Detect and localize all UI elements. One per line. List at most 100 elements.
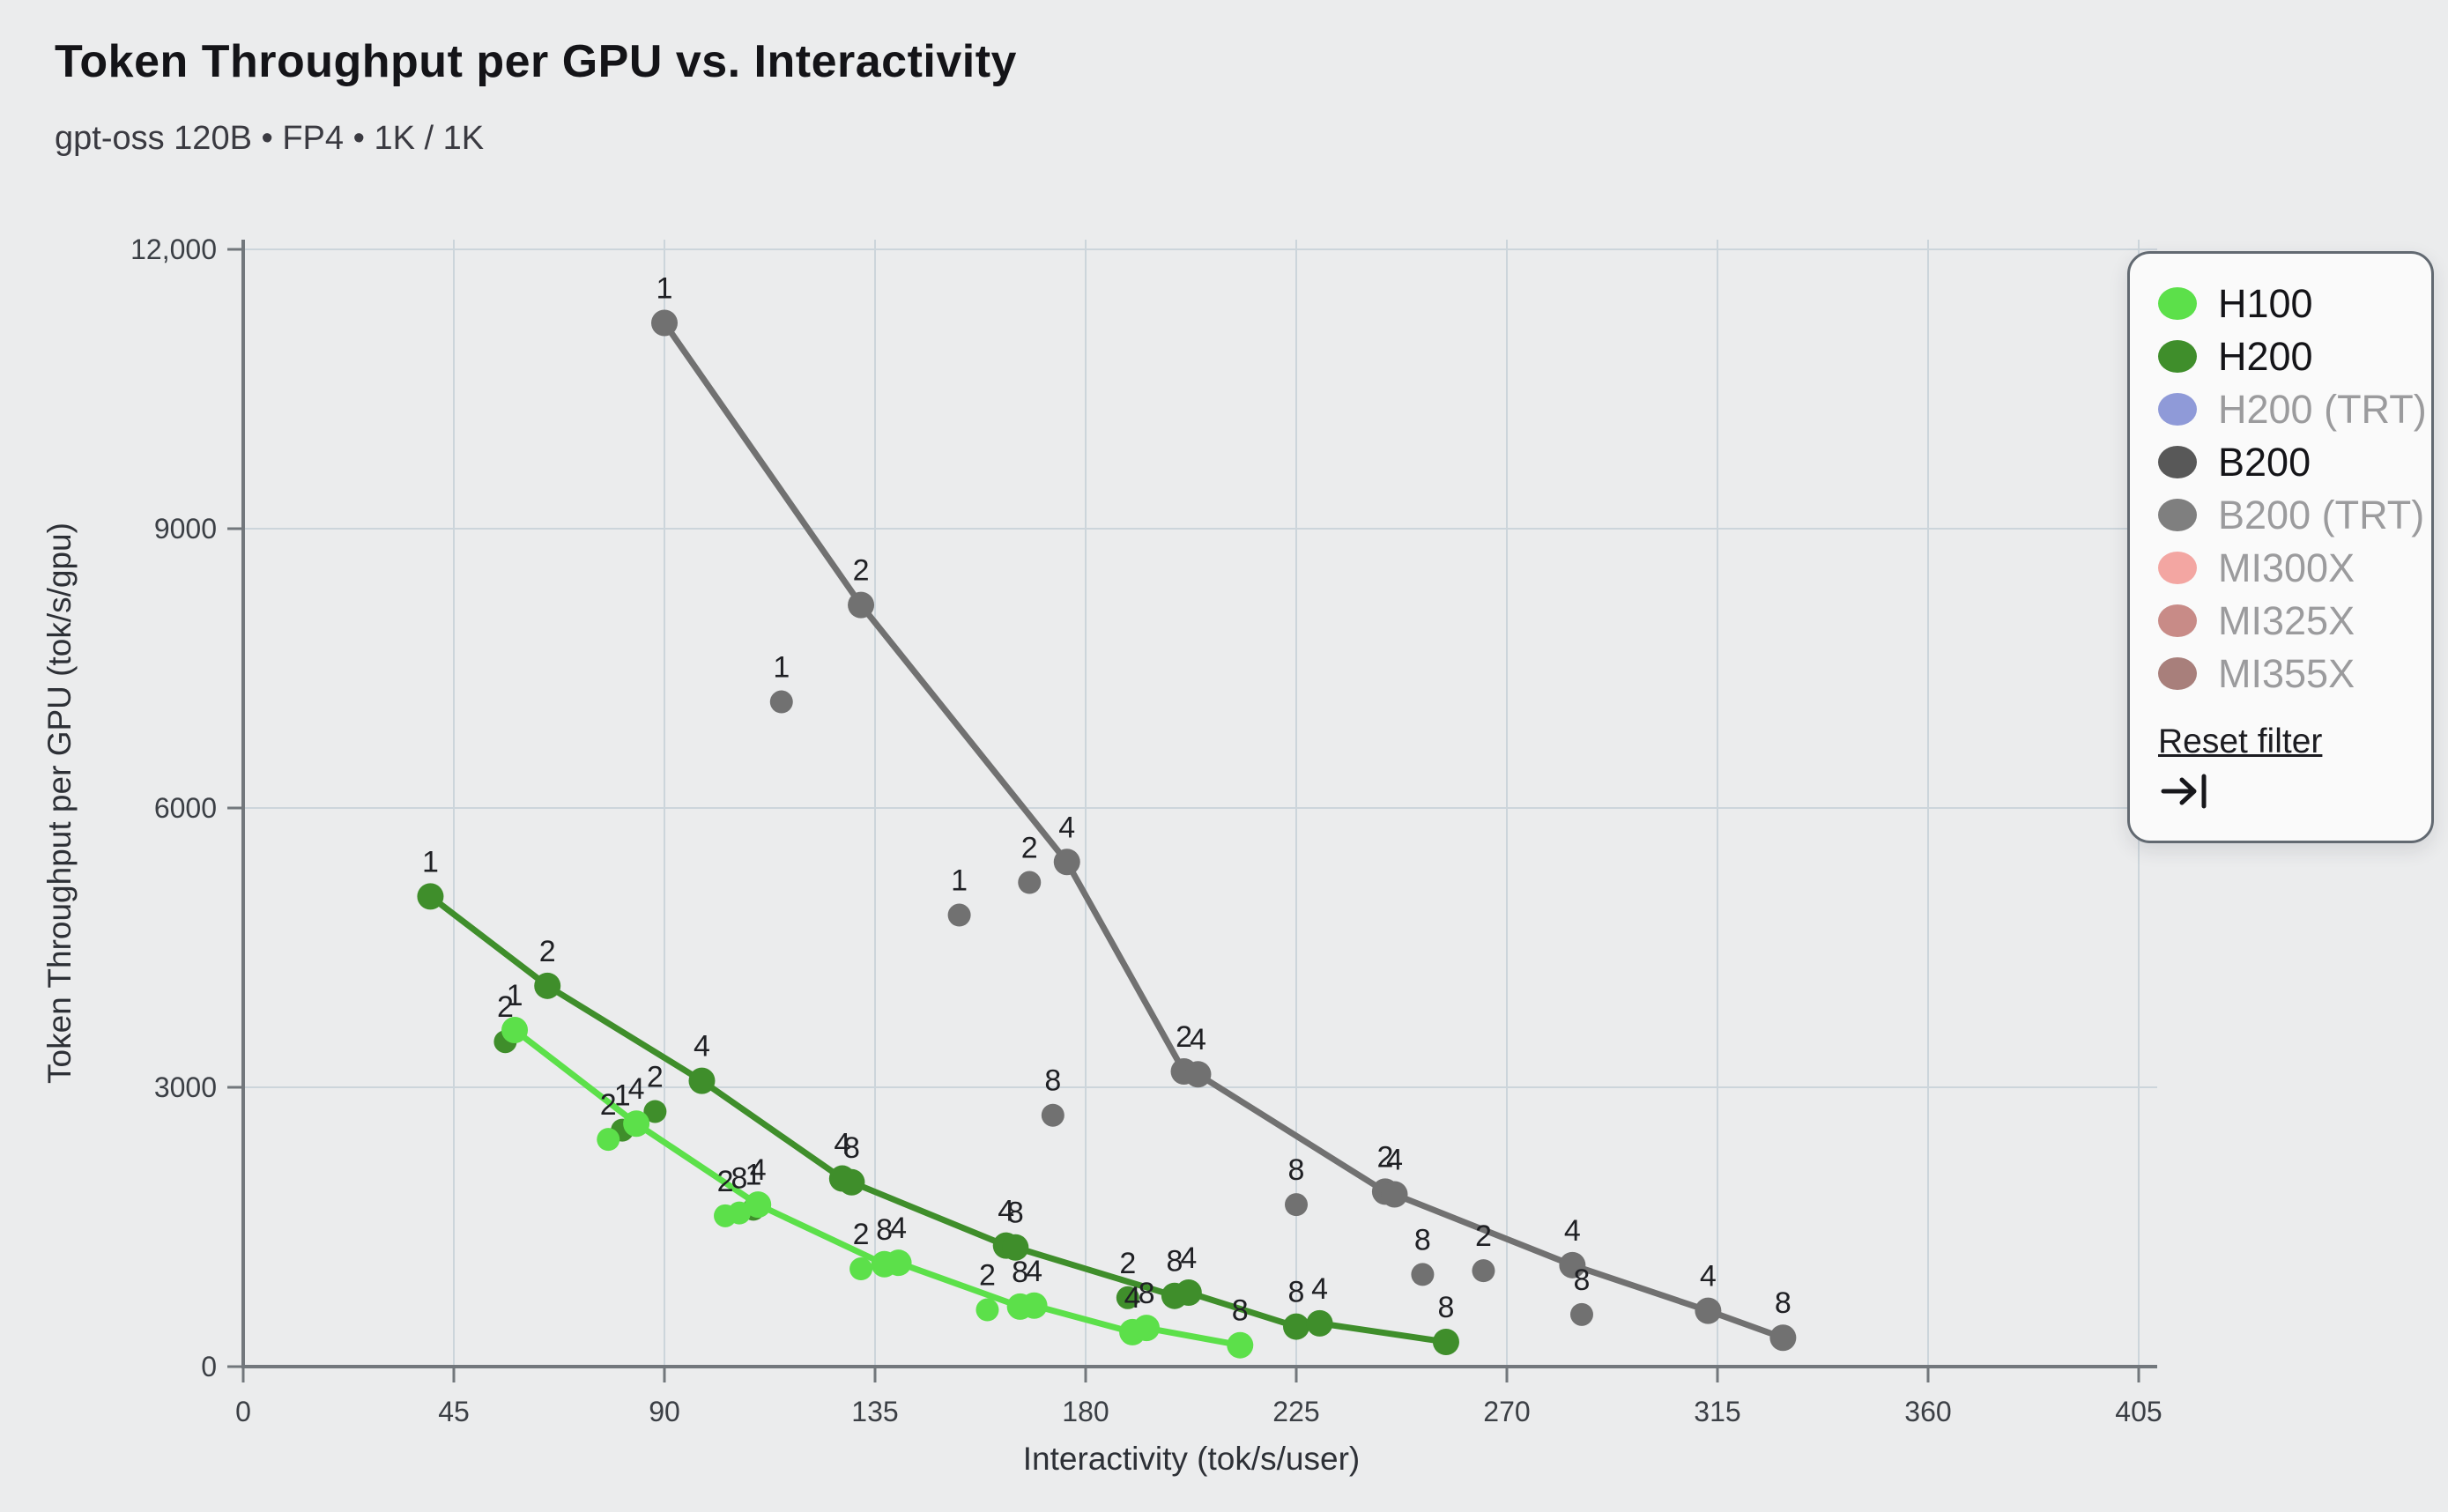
b200-point-label: 2 — [853, 554, 870, 588]
b200-data-point[interactable] — [1695, 1297, 1722, 1324]
h100-point-label: 4 — [890, 1212, 907, 1245]
h200-point-label: 1 — [614, 1079, 631, 1113]
h100-point-label: 4 — [1026, 1255, 1042, 1288]
legend-item-h100[interactable]: H100 — [2158, 277, 2412, 330]
b200-point-label: 8 — [1574, 1264, 1591, 1297]
legend-item-b200-trt[interactable]: B200 (TRT) — [2158, 488, 2424, 541]
x-tick-label: 360 — [1904, 1396, 1951, 1427]
legend-item-mi355x[interactable]: MI355X — [2158, 647, 2412, 700]
legend-item-label: MI300X — [2218, 545, 2355, 590]
y-tick-label: 3000 — [154, 1071, 217, 1103]
y-tick-label: 0 — [201, 1351, 217, 1382]
legend-item-h200-trt[interactable]: H200 (TRT) — [2158, 382, 2427, 435]
b200-data-point[interactable] — [1041, 1103, 1065, 1127]
h200-data-point[interactable] — [1282, 1313, 1309, 1340]
h200-data-point[interactable] — [1175, 1279, 1202, 1306]
legend-swatch-icon — [2158, 551, 2197, 584]
b200-data-point[interactable] — [1769, 1324, 1797, 1352]
b200-point-label: 8 — [1414, 1223, 1431, 1256]
h200-data-point[interactable] — [688, 1067, 716, 1094]
skip-arrow-icon[interactable] — [2158, 768, 2214, 819]
x-tick-label: 180 — [1062, 1396, 1109, 1427]
b200-data-point[interactable] — [1018, 871, 1042, 894]
b200-point-label: 2 — [1021, 832, 1038, 865]
b200-data-point[interactable] — [1381, 1181, 1408, 1208]
h100-data-point[interactable] — [885, 1249, 912, 1277]
y-axis-title: Token Throughput per GPU (tok/s/gpu) — [41, 523, 78, 1084]
b200-point-label: 8 — [1288, 1153, 1305, 1187]
h200-point-label: 4 — [1311, 1272, 1328, 1306]
b200-data-point[interactable] — [848, 591, 875, 619]
h200-point-label: 4 — [1180, 1241, 1197, 1275]
h100-data-point[interactable] — [849, 1257, 873, 1281]
h200-data-point[interactable] — [643, 1100, 667, 1123]
h200-data-point[interactable] — [1002, 1234, 1029, 1261]
h200-data-point[interactable] — [1116, 1286, 1139, 1309]
h100-point-label: 8 — [1139, 1277, 1155, 1310]
h200-point-label: 4 — [694, 1030, 710, 1064]
h100-point-label: 8 — [731, 1162, 748, 1196]
h100-data-point[interactable] — [1020, 1292, 1048, 1319]
b200-point-label: 4 — [1564, 1214, 1581, 1248]
x-tick-label: 405 — [2115, 1396, 2162, 1427]
b200-data-point[interactable] — [1472, 1259, 1495, 1283]
h100-data-point[interactable] — [727, 1201, 751, 1225]
h200-data-point[interactable] — [1306, 1309, 1333, 1337]
x-tick-label: 270 — [1483, 1396, 1530, 1427]
h200-point-label: 8 — [1166, 1245, 1183, 1279]
h200-data-point[interactable] — [1432, 1328, 1459, 1355]
h100-data-point[interactable] — [623, 1110, 650, 1138]
x-tick-label: 90 — [649, 1396, 680, 1427]
h200-point-label: 2 — [539, 935, 556, 968]
legend-item-label: MI325X — [2218, 597, 2355, 643]
y-tick-label: 6000 — [154, 792, 217, 824]
h100-data-point[interactable] — [745, 1191, 772, 1219]
b200-point-label: 2 — [1475, 1219, 1492, 1253]
b200-data-point[interactable] — [769, 690, 793, 714]
h200-point-label: 8 — [843, 1131, 860, 1165]
legend-swatch-icon — [2158, 392, 2197, 426]
legend-item-mi325x[interactable]: MI325X — [2158, 594, 2412, 647]
b200-point-label: 2 — [1376, 1140, 1393, 1174]
page-subtitle: gpt-oss 120B • FP4 • 1K / 1K — [55, 120, 485, 157]
h200-data-point[interactable] — [417, 883, 444, 910]
h100-point-label: 4 — [750, 1153, 767, 1187]
h100-point-label: 2 — [600, 1088, 617, 1122]
legend-item-label: H200 — [2218, 333, 2313, 379]
h100-data-point[interactable] — [1227, 1331, 1254, 1359]
h100-point-label: 8 — [1012, 1256, 1028, 1289]
legend-item-h200[interactable]: H200 — [2158, 330, 2412, 382]
h200-data-point[interactable] — [838, 1168, 865, 1196]
b200-data-point[interactable] — [1184, 1061, 1212, 1088]
h100-point-label: 4 — [628, 1072, 645, 1106]
x-tick-label: 135 — [851, 1396, 898, 1427]
h100-data-point[interactable] — [597, 1128, 620, 1152]
h100-data-point[interactable] — [975, 1298, 999, 1322]
b200-data-point[interactable] — [1411, 1263, 1435, 1286]
b200-point-label: 4 — [1190, 1023, 1206, 1056]
legend-swatch-icon — [2158, 656, 2197, 690]
b200-data-point[interactable] — [1284, 1193, 1308, 1217]
b200-data-point[interactable] — [1569, 1302, 1593, 1326]
x-tick-label: 0 — [235, 1396, 251, 1427]
legend-swatch-icon — [2158, 286, 2197, 320]
b200-data-point[interactable] — [650, 309, 678, 337]
legend-item-mi300x[interactable]: MI300X — [2158, 541, 2412, 594]
h200-point-label: 2 — [497, 990, 514, 1024]
b200-data-point[interactable] — [1559, 1251, 1586, 1279]
axis-lines — [241, 240, 2157, 1368]
legend-item-b200[interactable]: B200 — [2158, 435, 2412, 488]
h100-point-label: 8 — [876, 1213, 893, 1247]
b200-point-label: 8 — [1044, 1064, 1061, 1098]
h100-data-point[interactable] — [1133, 1315, 1161, 1342]
b200-point-label: 2 — [1176, 1020, 1192, 1054]
h200-data-point[interactable] — [534, 972, 561, 999]
b200-data-point[interactable] — [947, 903, 971, 927]
h100-point-label: 1 — [507, 979, 523, 1012]
reset-filter-link[interactable]: Reset filter — [2158, 723, 2323, 760]
b200-data-point[interactable] — [1053, 849, 1080, 876]
h200-point-label: 4 — [834, 1128, 850, 1161]
h200-point-label: 2 — [647, 1060, 664, 1093]
h100-data-point[interactable] — [501, 1017, 529, 1044]
h200-point-label: 1 — [422, 845, 439, 878]
